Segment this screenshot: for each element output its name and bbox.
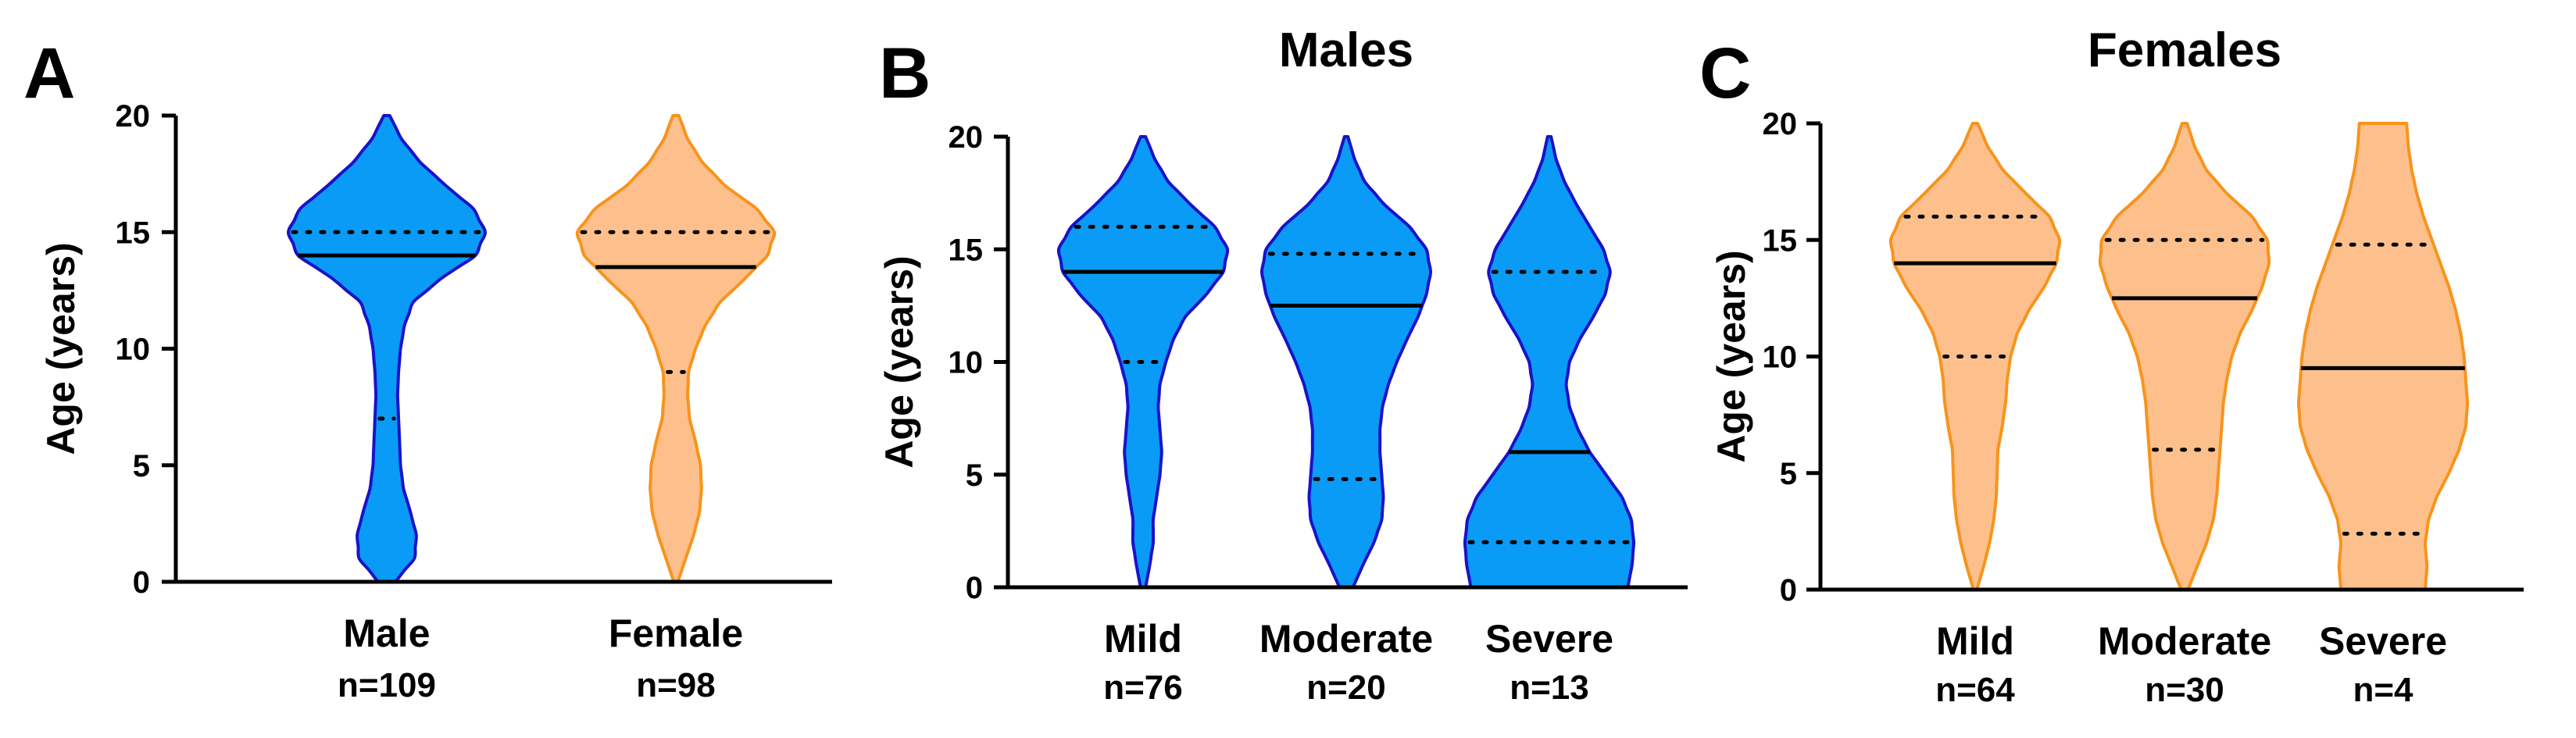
category-label-b-mild: Mild bbox=[1104, 617, 1182, 661]
n-label-b-mild: n=76 bbox=[1103, 668, 1183, 707]
y-tick-label-b-10: 10 bbox=[949, 346, 984, 380]
violin-c-severe bbox=[2297, 122, 2469, 591]
n-label-c-severe: n=4 bbox=[2353, 671, 2413, 709]
n-label-b-severe: n=13 bbox=[1510, 668, 1589, 707]
panel-a: A Male n=109 Female n=98 0 5 10 15 20 Age (years) bbox=[23, 34, 832, 704]
y-tick-label-a-15: 15 bbox=[116, 216, 151, 250]
violin-b-severe bbox=[1463, 135, 1636, 589]
n-label-b-moderate: n=20 bbox=[1306, 668, 1386, 707]
y-tick-label-b-20: 20 bbox=[949, 120, 984, 155]
y-axis-label-c: Age (years) bbox=[1710, 250, 1753, 462]
n-label-a-female: n=98 bbox=[636, 666, 716, 704]
category-label-b-severe: Severe bbox=[1485, 617, 1613, 661]
y-tick-label-a-0: 0 bbox=[133, 565, 150, 600]
y-tick-label-a-10: 10 bbox=[116, 333, 151, 367]
panel-letter-a: A bbox=[23, 34, 75, 113]
y-tick-label-b-0: 0 bbox=[966, 571, 983, 605]
y-tick-label-a-20: 20 bbox=[116, 99, 151, 134]
n-label-a-male: n=109 bbox=[338, 666, 436, 704]
panel-c-title: Females bbox=[2088, 23, 2281, 77]
y-tick-label-c-15: 15 bbox=[1763, 223, 1798, 258]
panel-letter-c: C bbox=[1699, 34, 1751, 113]
panel-letter-b: B bbox=[879, 34, 931, 113]
y-axis-label-a: Age (years) bbox=[39, 242, 83, 455]
y-tick-label-c-0: 0 bbox=[1780, 573, 1797, 608]
category-label-c-moderate: Moderate bbox=[2098, 619, 2271, 663]
y-tick-label-c-5: 5 bbox=[1780, 457, 1797, 491]
panel-c: C Females Mild n=64 Moderate n=30 Severe n=4 0… bbox=[1699, 23, 2524, 709]
y-tick-label-b-15: 15 bbox=[949, 233, 984, 267]
n-label-c-moderate: n=30 bbox=[2145, 671, 2224, 709]
y-axis-label-b: Age (years) bbox=[877, 255, 921, 468]
category-label-c-severe: Severe bbox=[2319, 619, 2447, 663]
category-label-a-female: Female bbox=[609, 611, 743, 655]
violin-a-female bbox=[575, 114, 777, 583]
y-tick-label-c-20: 20 bbox=[1763, 107, 1798, 141]
violin-c-moderate bbox=[2098, 122, 2271, 591]
category-label-c-mild: Mild bbox=[1936, 619, 2014, 663]
n-label-c-mild: n=64 bbox=[1935, 671, 2015, 709]
y-tick-label-a-5: 5 bbox=[133, 449, 150, 483]
violin-a-male bbox=[287, 114, 487, 583]
y-tick-label-b-5: 5 bbox=[966, 458, 983, 493]
category-label-a-male: Male bbox=[343, 611, 430, 655]
category-label-b-moderate: Moderate bbox=[1259, 617, 1433, 661]
panel-b-title: Males bbox=[1279, 23, 1413, 77]
y-tick-label-c-10: 10 bbox=[1763, 340, 1798, 375]
violin-b-moderate bbox=[1260, 135, 1432, 589]
panel-b: B Males Mild n=76 Moderate n=20 Severe n=13 0 5… bbox=[877, 23, 1688, 707]
